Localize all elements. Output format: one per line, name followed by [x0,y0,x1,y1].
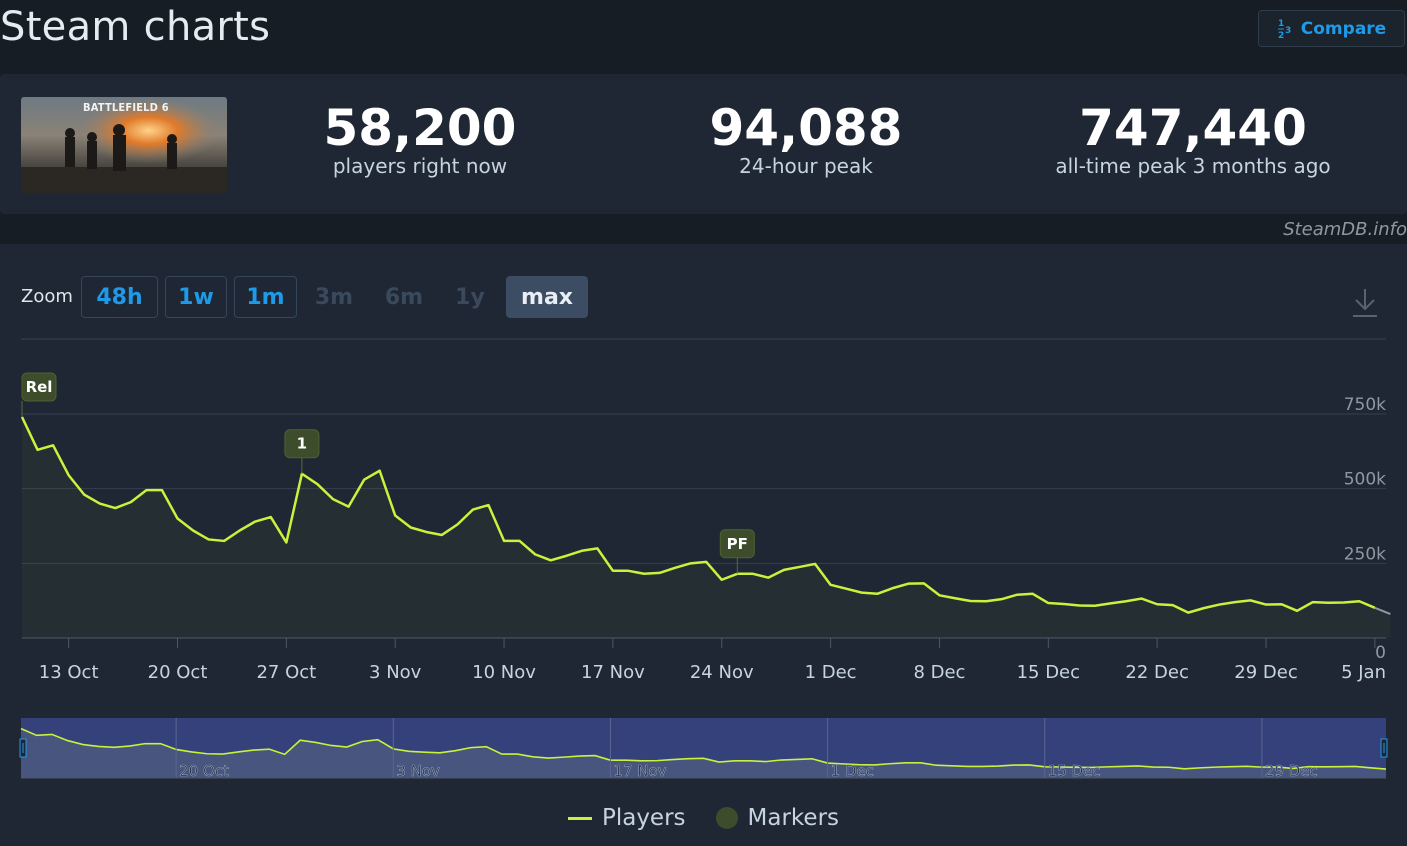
players-series-partial [1374,606,1391,616]
x-tick-label: 10 Nov [472,662,536,683]
marker-label: Rel [26,378,53,396]
chart-navigator[interactable]: 20 Oct 3 Nov 17 Nov 1 Dec 15 Dec 29 Dec [0,715,1407,785]
legend-dot-swatch [715,807,738,829]
x-tick-label: 22 Dec [1125,662,1188,683]
legend-label: Players [601,805,686,831]
x-tick-label: 8 Dec [913,662,965,683]
zoom-1w-button[interactable]: 1w [165,276,227,318]
marker-badge [719,529,755,559]
players-series-line[interactable] [20,416,1376,614]
game-cover-image[interactable]: BATTLEFIELD 6 [21,97,227,193]
x-tick-label: 24 Nov [690,662,754,683]
stat-24h-peak: 94,088 24-hour peak [676,98,936,178]
navigator-right-handle[interactable] [1380,738,1388,758]
x-tick-label: 5 Jan [1341,662,1386,683]
legend-item-players[interactable]: Players [567,805,686,831]
marker-badge [21,372,57,402]
legend-item-markers[interactable]: Markers [715,805,840,831]
compare-icon: 1 3 2 [1277,17,1295,41]
stat-value: 747,440 [1079,99,1307,157]
navigator-tick-label: 20 Oct [179,762,229,780]
zoom-max-button[interactable]: max [506,276,588,318]
x-tick-label: 3 Nov [369,662,422,683]
compare-button[interactable]: 1 3 2 Compare [1258,10,1405,47]
navigator-area [21,728,1386,778]
stat-value: 58,200 [323,99,517,157]
svg-text:2: 2 [1278,31,1284,39]
navigator-left-handle[interactable] [19,738,27,758]
download-icon[interactable] [1351,287,1379,319]
zoom-6m-button[interactable]: 6m [384,284,424,310]
navigator-tick-label: 17 Nov [613,762,666,780]
marker-1[interactable]: 1 [284,429,320,474]
y-tick-label: 250k [1344,544,1386,564]
x-tick-label: 1 Dec [805,662,857,683]
x-tick-label: 29 Dec [1234,662,1297,683]
stat-current-players: 58,200 players right now [300,98,540,178]
navigator-tick-label: 29 Dec [1265,762,1318,780]
y-tick-label: 750k [1344,395,1386,415]
stat-label: all-time peak 3 months ago [1055,154,1331,178]
zoom-48h-button[interactable]: 48h [81,276,158,318]
x-tick-label: 15 Dec [1017,662,1080,683]
x-tick-label: 27 Oct [256,662,316,683]
x-tick-label: 13 Oct [39,662,99,683]
page-title: Steam charts [0,4,271,50]
marker-label: 1 [297,435,307,453]
svg-text:3: 3 [1285,26,1291,36]
stat-value: 94,088 [709,99,903,157]
navigator-tick-label: 1 Dec [831,762,874,780]
svg-text:1: 1 [1278,19,1284,29]
steamdb-watermark: SteamDB.info [1283,219,1407,240]
stat-label: 24-hour peak [739,154,873,178]
game-logo: BATTLEFIELD 6 [83,101,169,114]
navigator-tick-label: 15 Dec [1048,762,1101,780]
y-tick-label: 500k [1344,470,1386,490]
navigator-tick-label: 3 Nov [396,762,440,780]
y-tick-label: 0 [1375,643,1386,663]
zoom-label: Zoom [21,286,73,307]
compare-label: Compare [1300,18,1387,39]
stat-all-time-peak: 747,440 all-time peak 3 months ago [1042,98,1344,178]
players-area [22,416,1391,638]
player-count-chart[interactable]: 750k 500k 250k 0 13 Oct 20 Oct 27 Oct 3 Nov 10 N… [0,330,1407,690]
x-tick-label: 17 Nov [581,662,645,683]
x-tick-label: 20 Oct [148,662,208,683]
marker-pf[interactable]: PF [719,529,755,574]
legend-line-swatch [567,816,592,820]
marker-label: PF [727,535,748,553]
marker-rel[interactable]: Rel [21,372,57,417]
marker-badge [284,429,320,459]
legend-label: Markers [747,805,840,831]
zoom-3m-button[interactable]: 3m [314,284,354,310]
zoom-1m-button[interactable]: 1m [234,276,297,318]
stats-panel: BATTLEFIELD 6 58,200 players right now 9… [0,74,1407,214]
navigator-line [20,727,1387,770]
navigator-selection[interactable] [21,718,1386,778]
zoom-1y-button[interactable]: 1y [455,284,485,310]
chart-legend: Players Markers [0,805,1407,831]
stat-label: players right now [332,154,508,178]
